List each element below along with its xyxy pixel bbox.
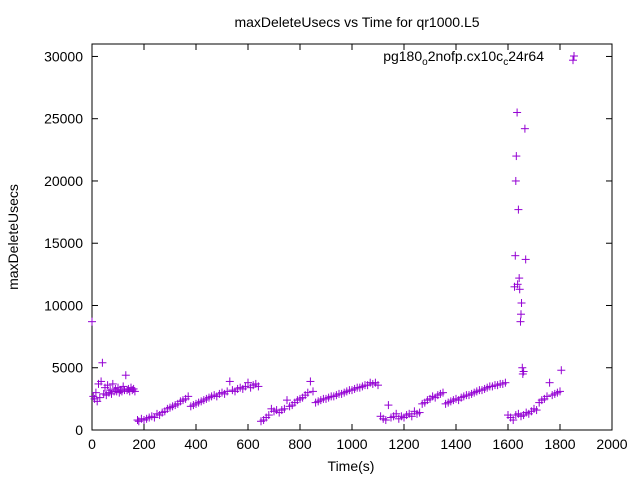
data-point [518, 363, 527, 372]
data-point [516, 317, 525, 326]
data-point [184, 392, 193, 401]
x-tick-label: 2000 [596, 436, 627, 452]
data-point [543, 392, 551, 401]
data-point [520, 124, 529, 133]
y-tick-label: 5000 [52, 360, 83, 376]
data-point [511, 251, 520, 260]
data-point [407, 412, 416, 421]
data-point [130, 387, 139, 396]
legend: pg180o2nofp.cx10cc24r64 [383, 48, 578, 68]
data-point [512, 152, 521, 161]
data-point [517, 310, 525, 319]
y-axis: 0 5000 10000 15000 20000 25000 30000 [44, 48, 612, 438]
data-point [513, 108, 522, 117]
data-point [106, 386, 115, 395]
data-point [439, 388, 447, 397]
data-point [95, 393, 104, 402]
y-tick-label: 25000 [44, 111, 83, 127]
data-point [309, 387, 317, 396]
data-point [280, 404, 289, 413]
data-point [514, 205, 523, 214]
data-point [511, 176, 520, 185]
x-axis-label: Time(s) [328, 458, 375, 474]
legend-entry-label: pg180o2nofp.cx10cc24r64 [383, 48, 544, 68]
y-tick-label: 30000 [44, 48, 83, 64]
data-point [415, 408, 424, 417]
data-point [88, 317, 96, 326]
data-point [501, 378, 510, 387]
data-point [306, 377, 315, 386]
data-point [264, 411, 273, 420]
data-point [569, 56, 577, 65]
data-point [519, 367, 528, 376]
data-point [283, 396, 291, 405]
data-point [545, 378, 554, 387]
y-tick-label: 10000 [44, 297, 83, 313]
data-point [517, 298, 526, 307]
data-point [254, 382, 263, 391]
x-axis: 0 200 400 600 800 1000 1200 1400 1600 1800 2000 [88, 44, 628, 452]
x-tick-label: 1400 [440, 436, 471, 452]
data-point [108, 379, 117, 388]
data-point [121, 371, 130, 380]
data-point [103, 381, 112, 390]
data-point [384, 401, 393, 410]
data-point [521, 255, 530, 264]
y-tick-label: 15000 [44, 235, 83, 251]
x-tick-label: 600 [236, 436, 260, 452]
data-point [509, 416, 518, 425]
data-point [97, 377, 106, 386]
x-tick-label: 400 [184, 436, 208, 452]
data-point [513, 280, 522, 289]
x-tick-label: 0 [88, 436, 96, 452]
data-point [98, 358, 107, 367]
x-tick-label: 1000 [336, 436, 367, 452]
data-point [91, 388, 100, 397]
data-point [556, 387, 564, 396]
legend-marker-glyph [570, 52, 578, 60]
data-point [557, 366, 566, 375]
y-tick-label: 20000 [44, 173, 83, 189]
series-points [88, 56, 577, 426]
data-point [381, 416, 390, 425]
y-axis-label: maxDeleteUsecs [5, 184, 21, 290]
x-tick-label: 1200 [388, 436, 419, 452]
data-point [303, 388, 312, 397]
data-point [374, 381, 382, 390]
data-point [225, 377, 234, 386]
x-tick-label: 1600 [492, 436, 523, 452]
data-point [119, 382, 128, 391]
data-point [223, 387, 232, 396]
data-point [244, 378, 252, 387]
data-point [392, 409, 401, 418]
chart-title: maxDeleteUsecs vs Time for qr1000.L5 [234, 14, 479, 30]
data-point [515, 285, 524, 294]
x-tick-label: 800 [288, 436, 312, 452]
x-tick-label: 200 [132, 436, 156, 452]
plot-frame [91, 43, 613, 431]
legend-marker [570, 52, 578, 60]
x-tick-label: 1800 [544, 436, 575, 452]
data-point [515, 274, 524, 283]
data-point [532, 406, 541, 415]
y-tick-label: 0 [75, 422, 83, 438]
